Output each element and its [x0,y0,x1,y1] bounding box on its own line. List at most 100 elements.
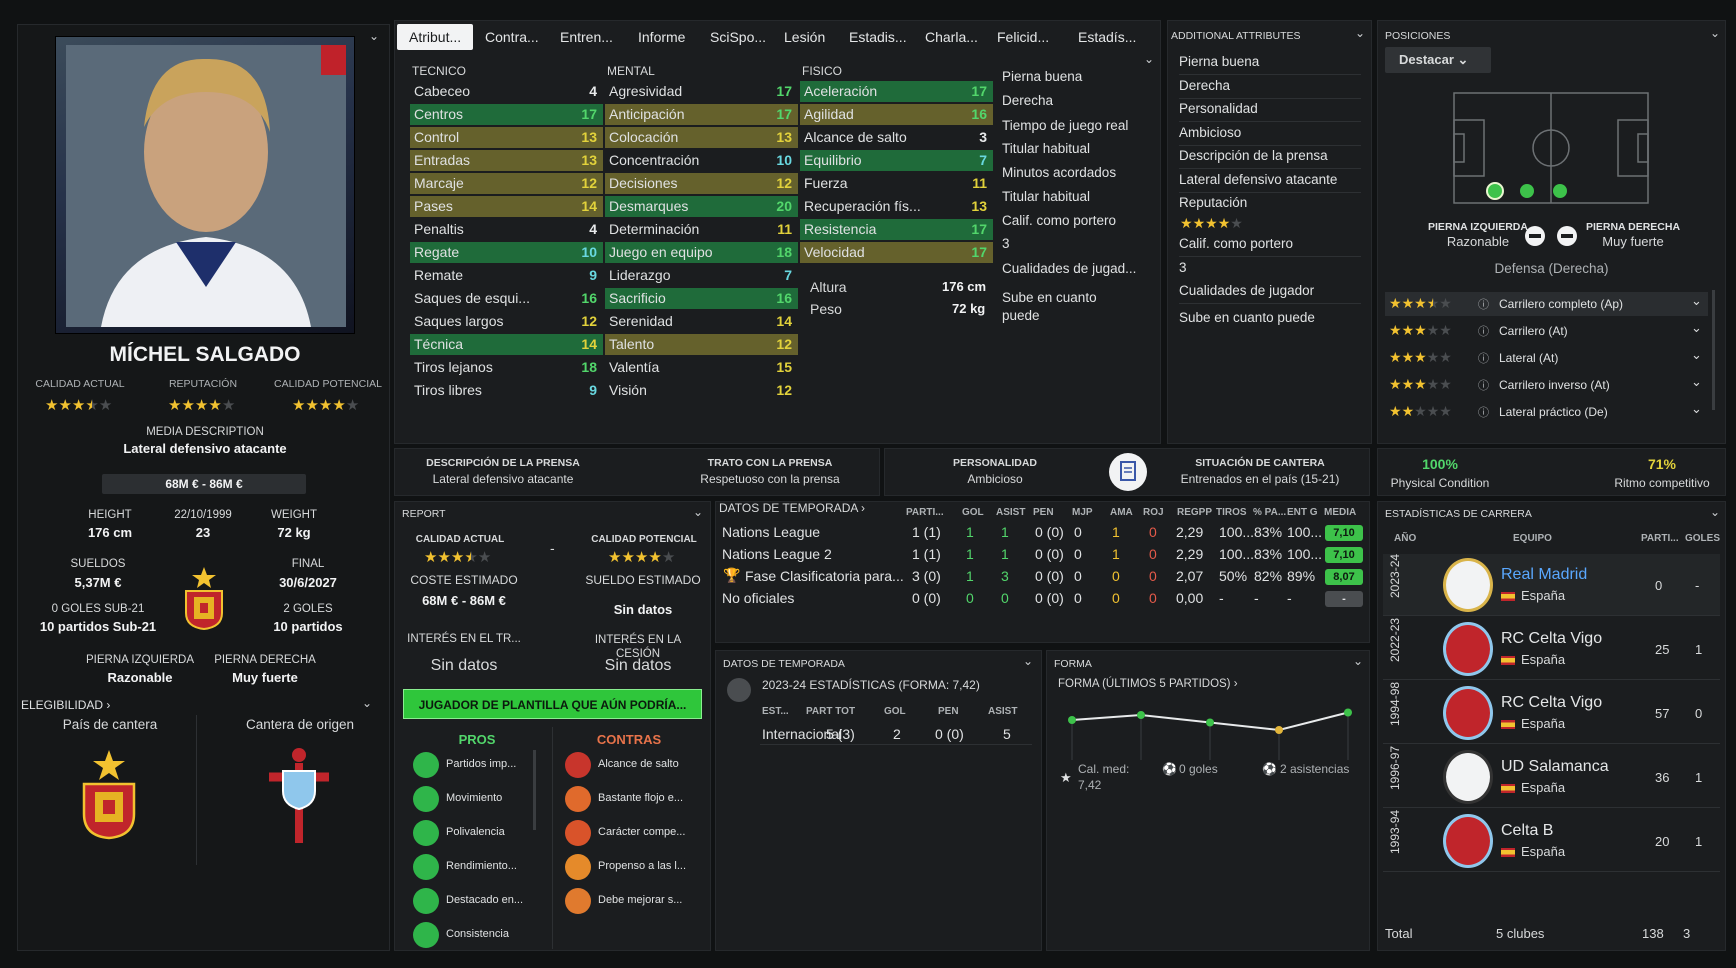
role-row[interactable]: ★★★★★ ⓘ Carrilero completo (Ap) ⌄ [1385,292,1708,316]
club-name[interactable]: RC Celta Vigo [1501,694,1603,711]
club-name[interactable]: Real Madrid [1501,566,1588,583]
con-icon [565,888,591,914]
chevron-down-icon[interactable]: ⌄ [1710,505,1721,519]
roles-scrollbar[interactable] [1712,290,1715,410]
eligibility-link[interactable]: ELEGIBILIDAD › [21,698,110,712]
club-country: España [1521,652,1566,667]
career-total-goals: 3 [1683,926,1691,941]
summary-cell: 5 (3) [826,726,855,742]
attribute-name: Técnica [414,336,464,352]
career-row[interactable]: 1994-98 RC Celta Vigo España 57 0 [1383,682,1720,744]
season-cell: 3 (0) [912,568,941,584]
role-row[interactable]: ★★★★★ ⓘ Carrilero inverso (At) ⌄ [1385,373,1708,397]
chevron-down-icon[interactable]: ⌄ [369,29,380,43]
attribute-value: 10 [776,152,792,168]
chevron-down-icon[interactable]: ⌄ [362,696,373,710]
pros-scrollbar[interactable] [533,750,536,830]
career-row[interactable]: 2023-24 Real Madrid España 0 - [1383,554,1720,616]
additional-attribute: Descripción de la prensa [1179,148,1328,163]
career-row[interactable]: 1993-94 Celta B España 20 1 [1383,810,1720,872]
chevron-down-icon[interactable]: ⌄ [1691,401,1702,416]
career-total-clubs: 5 clubes [1496,926,1545,941]
row-separator [1179,168,1361,169]
tab-2[interactable]: Contra... [485,29,539,45]
transfer-interest: Sin datos [430,657,498,674]
chevron-down-icon[interactable]: ⌄ [1023,654,1034,668]
con-icon [565,752,591,778]
transfer-interest-label: INTERÉS EN EL TR... [407,633,521,645]
tab-9[interactable]: Felicid... [997,29,1050,45]
attribute-name: Centros [414,106,464,122]
attribute-name: Aceleración [804,83,878,99]
tab-8[interactable]: Charla... [925,29,978,45]
senior-goals: 2 GOLES [283,603,333,615]
club-name[interactable]: RC Celta Vigo [1501,630,1603,647]
career-apps: 20 [1655,834,1670,849]
season-column-header: MJP [1072,507,1093,518]
tab-6[interactable]: Lesión [784,29,826,45]
chevron-down-icon[interactable]: ⌄ [1691,374,1702,389]
attribute-name: Penaltis [414,221,464,237]
season-stats-link[interactable]: DATOS DE TEMPORADA › [719,501,865,515]
left-foot-label: PIERNA IZQUIERDA [86,654,194,666]
season-cell: 1 (1) [912,546,941,562]
highlight-dropdown[interactable]: Destacar ⌄ [1385,47,1491,73]
attribute-name: Decisiones [609,175,678,191]
club-name[interactable]: UD Salamanca [1501,758,1609,775]
attribute-row-tecnico: Centros 17 [410,104,603,125]
pitch-left-foot-value: Razonable [1446,234,1510,249]
chevron-down-icon[interactable]: ⌄ [1710,26,1721,40]
side-info-item: Titular habitual [1002,141,1091,156]
player-portrait-graphic [66,45,346,327]
tab-3[interactable]: Entren... [560,29,613,45]
tab-10[interactable]: Estadís... [1078,29,1137,45]
spain-national-team-crest [180,565,228,631]
age-value: 23 [195,525,211,540]
chevron-down-icon[interactable]: ⌄ [1691,347,1702,362]
attribute-name: Colocación [609,129,679,145]
assists-icon: ⚽ [1262,762,1277,776]
match-sharpness-label: Ritmo competitivo [1614,476,1710,490]
chevron-down-icon[interactable]: ⌄ [1691,320,1702,335]
form-link[interactable]: FORMA (ÚLTIMOS 5 PARTIDOS) › [1058,678,1238,690]
chevron-down-icon[interactable]: ⌄ [693,505,704,519]
u21-games: 10 partidos Sub-21 [39,619,157,634]
tab-5[interactable]: SciSpo... [710,29,767,45]
tab-7[interactable]: Estadis... [849,29,907,45]
club-country: España [1521,588,1566,603]
match-sharpness-value: 71% [1647,456,1677,472]
chevron-down-icon[interactable]: ⌄ [1144,52,1155,66]
spain-flag-icon [1501,656,1515,665]
attribute-value: 17 [776,106,792,122]
physical-condition-label: Physical Condition [1390,476,1490,490]
season-column-header: PEN [1033,507,1054,518]
attribute-value: 15 [776,359,792,375]
info-icon: ⓘ [1478,299,1489,311]
rating-star-icon: ★ [1060,770,1072,785]
role-row[interactable]: ★★★★★ ⓘ Lateral práctico (De) ⌄ [1385,400,1708,424]
chevron-down-icon[interactable]: ⌄ [1691,293,1702,308]
position-dot [1553,184,1567,198]
club-name[interactable]: Celta B [1501,822,1554,839]
form-assists: 2 asistencias [1280,762,1350,776]
season-column-header: ENT G [1287,507,1318,518]
tab-4[interactable]: Informe [638,29,686,45]
chevron-down-icon[interactable]: ⌄ [1355,26,1366,40]
role-row[interactable]: ★★★★★ ⓘ Lateral (At) ⌄ [1385,346,1708,370]
attribute-name: Recuperación fís... [804,198,921,214]
role-stars: ★★★★★ [1389,295,1452,311]
career-row[interactable]: 1996-97 UD Salamanca España 36 1 [1383,746,1720,808]
summary-cell: 5 [1003,726,1011,742]
career-title: ESTADÍSTICAS DE CARRERA [1385,508,1532,520]
report-summary-banner[interactable]: JUGADOR DE PLANTILLA QUE AÚN PODRÍA... [403,689,702,719]
career-row[interactable]: 2022-23 RC Celta Vigo España 25 1 [1383,618,1720,680]
pitch-right-foot-label: PIERNA DERECHA [1585,221,1681,233]
attribute-value: 12 [776,175,792,191]
origin-club-label: Cantera de origen [245,717,355,732]
tab-1[interactable]: Atribut... [397,24,474,50]
role-row[interactable]: ★★★★★ ⓘ Carrilero (At) ⌄ [1385,319,1708,343]
attribute-value: 11 [777,221,792,237]
condition-panel [1377,448,1726,496]
chevron-down-icon[interactable]: ⌄ [1353,654,1364,668]
press-treatment-label: TRATO CON LA PRENSA [707,457,833,469]
